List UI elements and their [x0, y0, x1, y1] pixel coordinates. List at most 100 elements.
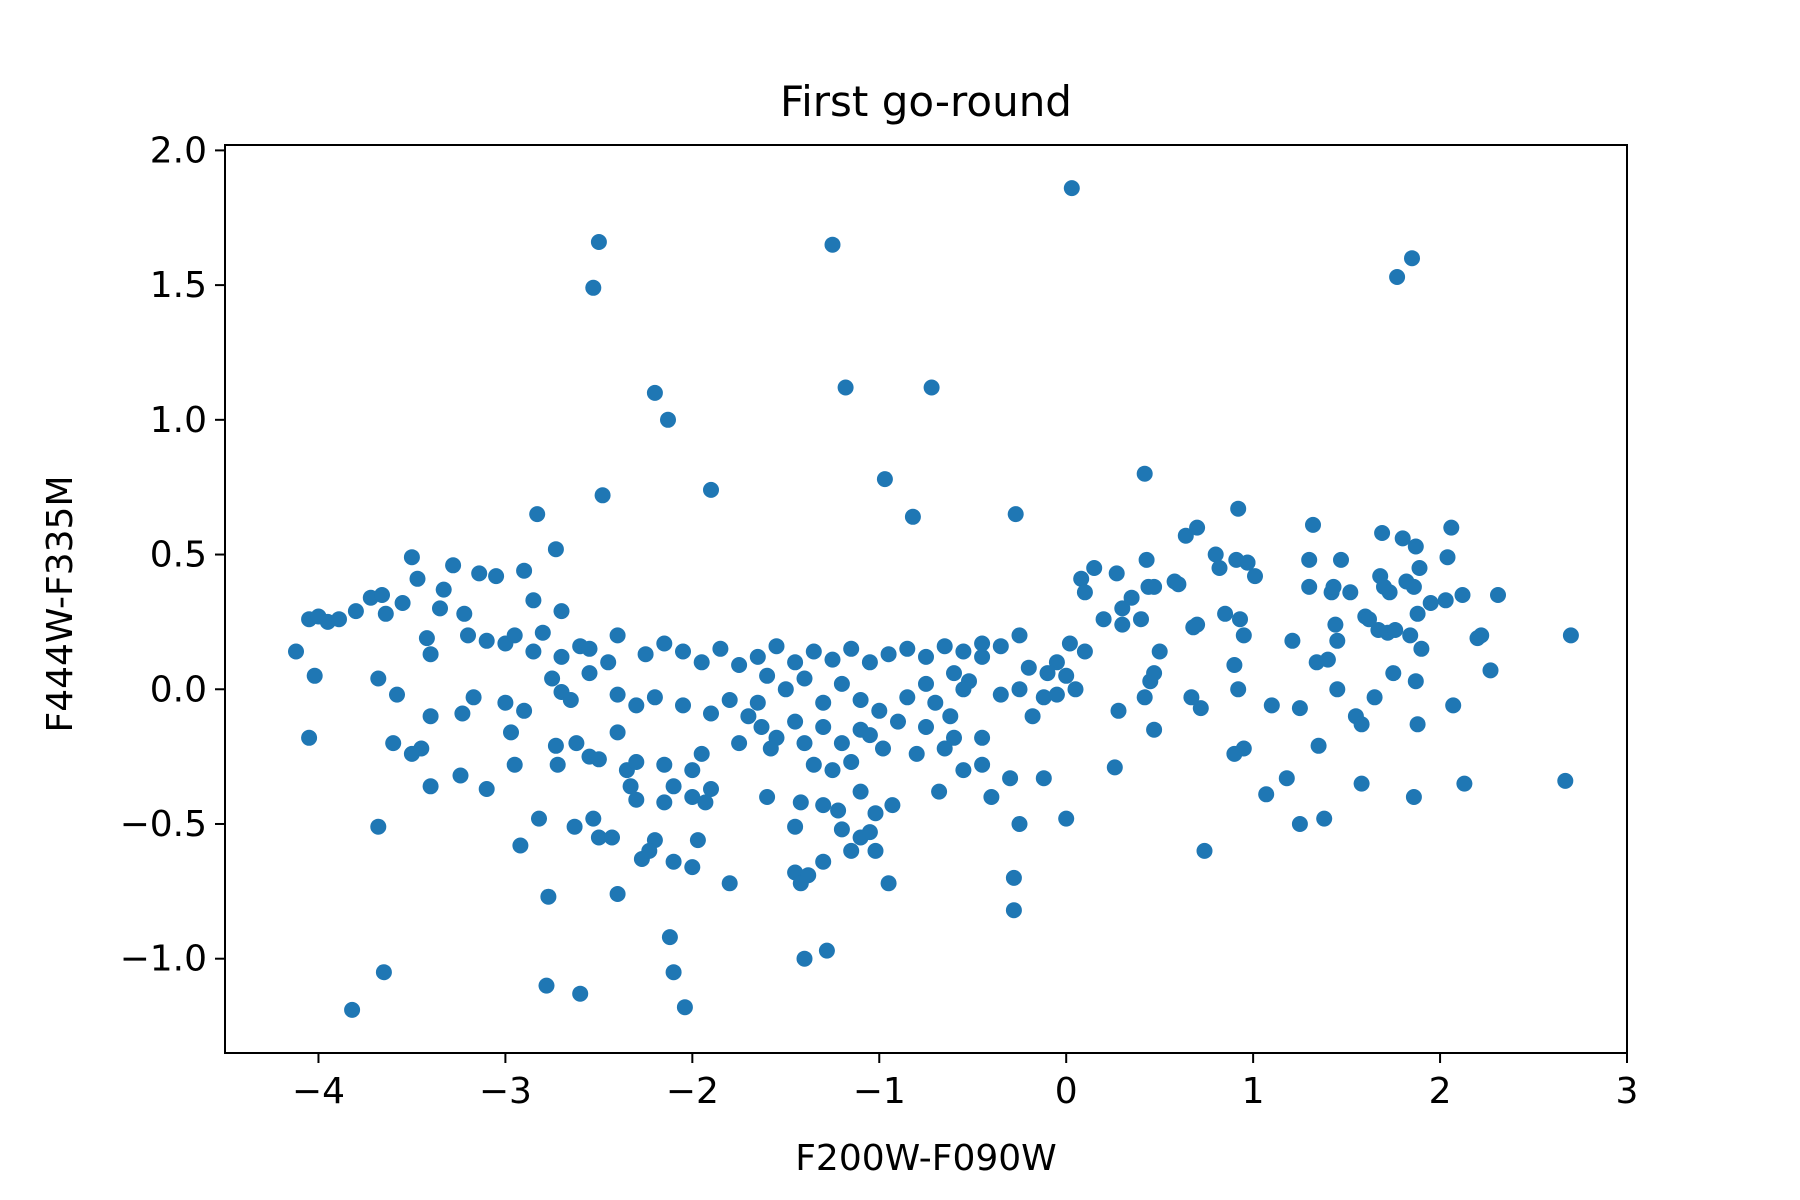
data-point: [1192, 700, 1209, 717]
data-point: [465, 689, 482, 706]
data-point: [432, 600, 448, 617]
data-point: [1407, 538, 1424, 555]
data-point: [796, 735, 813, 752]
data-point: [815, 719, 832, 735]
data-point: [1473, 627, 1490, 644]
data-point: [547, 541, 564, 558]
data-point: [547, 737, 564, 754]
data-point: [1278, 770, 1295, 787]
data-point: [974, 635, 991, 652]
data-point: [1404, 250, 1420, 267]
data-point: [609, 686, 626, 703]
data-point: [1305, 516, 1321, 533]
data-point: [1422, 595, 1439, 611]
data-point: [1235, 740, 1252, 757]
data-point: [1011, 627, 1028, 644]
data-point: [403, 549, 420, 566]
data-point: [506, 627, 523, 644]
data-point: [787, 654, 804, 671]
data-point: [1316, 810, 1333, 827]
data-point: [843, 640, 860, 657]
data-point: [646, 384, 663, 401]
data-point: [506, 756, 523, 773]
data-point: [852, 783, 869, 800]
data-point: [867, 842, 884, 859]
data-point: [867, 805, 884, 822]
data-point: [1230, 500, 1247, 517]
y-tick-label: 0.5: [150, 535, 207, 576]
data-point: [974, 756, 991, 773]
data-point: [833, 821, 850, 838]
data-point: [931, 783, 948, 800]
data-point: [525, 643, 542, 660]
data-point: [641, 842, 658, 859]
data-point: [512, 837, 529, 854]
data-point: [1409, 605, 1426, 622]
data-point: [918, 675, 934, 692]
data-point: [478, 781, 495, 797]
data-point: [566, 818, 583, 835]
data-point: [1024, 708, 1041, 725]
data-point: [549, 756, 566, 773]
data-point: [693, 745, 710, 762]
data-point: [1562, 627, 1579, 644]
data-point: [1183, 689, 1200, 706]
data-point: [899, 689, 916, 706]
data-point: [1239, 554, 1256, 571]
data-point: [553, 603, 570, 620]
data-point: [1170, 576, 1187, 593]
data-point: [974, 729, 991, 746]
data-point: [1319, 651, 1336, 668]
data-point: [1133, 611, 1149, 628]
data-point: [1211, 560, 1228, 576]
data-point: [1445, 697, 1462, 714]
data-point: [344, 1001, 361, 1018]
data-point: [1353, 716, 1370, 733]
data-point: [375, 964, 392, 981]
data-point: [731, 657, 748, 673]
data-point: [594, 487, 611, 504]
data-point: [837, 379, 854, 396]
data-point: [460, 627, 476, 644]
data-point: [1366, 689, 1383, 706]
data-point: [1146, 721, 1163, 738]
data-point: [1217, 605, 1234, 622]
data-point: [843, 754, 860, 770]
data-point: [1263, 697, 1280, 714]
y-tick-label: −1.0: [120, 939, 207, 980]
data-point: [792, 794, 809, 811]
data-point: [880, 875, 897, 892]
data-point: [1058, 810, 1075, 827]
data-point: [572, 985, 589, 1002]
y-tick-label: 1.5: [150, 265, 207, 306]
data-point: [1110, 702, 1127, 719]
data-point: [374, 587, 390, 603]
data-point: [409, 570, 426, 587]
data-point: [1258, 786, 1275, 803]
data-point: [609, 627, 626, 644]
data-point: [1123, 589, 1140, 606]
data-point: [301, 729, 318, 746]
data-point: [992, 638, 1009, 655]
data-point: [1146, 578, 1163, 595]
data-point: [609, 886, 626, 902]
data-point: [1405, 578, 1422, 595]
data-point: [1291, 700, 1308, 717]
data-point: [1138, 551, 1155, 568]
data-point: [628, 754, 645, 770]
data-point: [923, 379, 940, 396]
data-point: [815, 694, 832, 711]
data-point: [1106, 759, 1123, 776]
data-point: [609, 724, 626, 741]
data-point: [1437, 592, 1454, 609]
data-point: [815, 853, 832, 870]
data-point: [833, 735, 850, 752]
data-point: [1039, 665, 1056, 682]
data-point: [445, 557, 462, 574]
data-point: [1146, 665, 1163, 682]
data-point: [590, 829, 607, 846]
data-point: [377, 605, 394, 622]
data-point: [660, 411, 676, 428]
data-point: [684, 762, 701, 779]
data-point: [796, 950, 813, 967]
